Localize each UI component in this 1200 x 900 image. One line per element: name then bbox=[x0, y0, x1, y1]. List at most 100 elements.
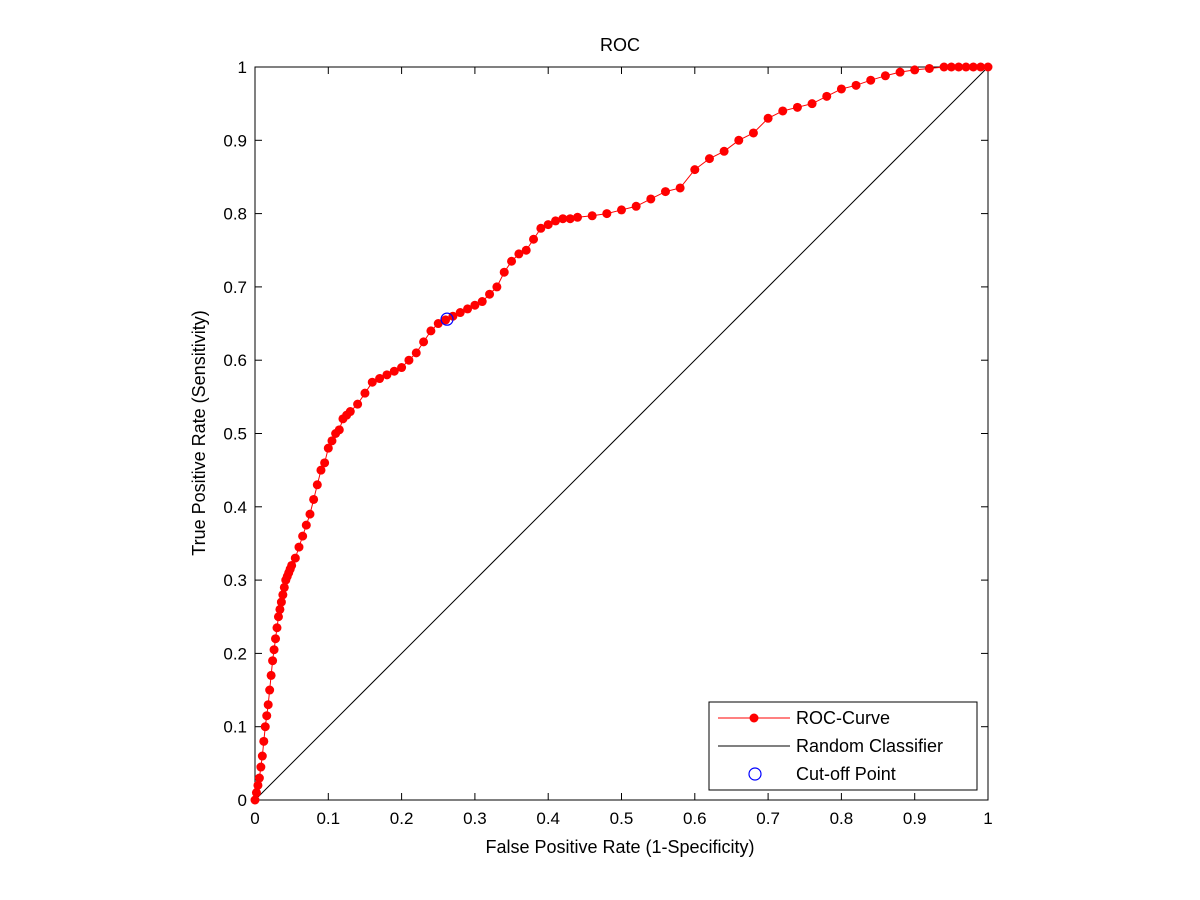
roc-curve-point bbox=[463, 304, 473, 314]
roc-curve-point bbox=[257, 751, 267, 761]
roc-curve-point bbox=[353, 399, 363, 409]
chart-title: ROC bbox=[600, 35, 640, 55]
roc-curve-point bbox=[514, 249, 524, 259]
legend-label-random-classifier: Random Classifier bbox=[796, 736, 943, 756]
roc-curve-point bbox=[551, 216, 561, 226]
roc-curve-point bbox=[719, 146, 729, 156]
roc-curve-point bbox=[272, 623, 282, 633]
x-tick-label: 1 bbox=[983, 809, 992, 828]
roc-curve-point bbox=[262, 711, 272, 721]
roc-curve-point bbox=[924, 63, 934, 73]
y-tick-label: 0.3 bbox=[223, 571, 247, 590]
roc-curve-point bbox=[389, 366, 399, 376]
y-tick-label: 0.1 bbox=[223, 718, 247, 737]
roc-curve-point bbox=[259, 736, 269, 746]
roc-curve-point bbox=[492, 282, 502, 292]
roc-curve-point bbox=[477, 297, 487, 307]
legend-cutoff-swatch bbox=[748, 767, 762, 781]
roc-curve-point bbox=[250, 795, 260, 805]
series-layer bbox=[250, 62, 993, 805]
roc-curve-point bbox=[375, 374, 385, 384]
y-tick-label: 0.4 bbox=[223, 498, 247, 517]
roc-curve-point bbox=[646, 194, 656, 204]
random-classifier-line bbox=[254, 66, 989, 801]
y-tick-label: 0.8 bbox=[223, 205, 247, 224]
roc-curve-point bbox=[269, 645, 279, 655]
x-axis: 0 0.1 0.2 0.3 0.4 0.5 0.6 0.7 0.8 0.9 1 bbox=[250, 67, 993, 828]
y-tick-label: 0.2 bbox=[223, 644, 247, 663]
roc-curve-point bbox=[565, 214, 575, 224]
legend: ROC-Curve Random Classifier Cut-off Poin… bbox=[708, 701, 978, 791]
roc-curve-point bbox=[822, 91, 832, 101]
x-tick-label: 0.3 bbox=[463, 809, 487, 828]
roc-curve-point bbox=[265, 685, 275, 695]
roc-curve-point bbox=[327, 436, 337, 446]
x-tick-label: 0.5 bbox=[610, 809, 634, 828]
x-tick-label: 0.6 bbox=[683, 809, 707, 828]
roc-curve-point bbox=[470, 300, 480, 310]
roc-curve-point bbox=[587, 211, 597, 221]
roc-curve-point bbox=[617, 205, 626, 215]
x-tick-label: 0.8 bbox=[830, 809, 854, 828]
y-axis-label: True Positive Rate (Sensitivity) bbox=[189, 310, 209, 555]
x-tick-label: 0.2 bbox=[390, 809, 414, 828]
roc-curve-point bbox=[880, 71, 890, 81]
roc-curve-point bbox=[807, 99, 817, 109]
roc-curve-point bbox=[485, 289, 495, 299]
roc-curve-point bbox=[441, 315, 451, 325]
roc-curve-point bbox=[851, 80, 861, 90]
y-axis: 0 0.1 0.2 0.3 0.4 0.5 0.6 0.7 0.8 0.9 1 bbox=[223, 58, 988, 810]
roc-curve-point bbox=[836, 84, 846, 94]
roc-curve-point bbox=[675, 183, 685, 193]
x-tick-label: 0.1 bbox=[316, 809, 340, 828]
roc-curve-point bbox=[631, 201, 641, 211]
roc-curve-point bbox=[499, 267, 509, 277]
roc-curve-point bbox=[734, 135, 744, 145]
roc-curve-point bbox=[312, 480, 322, 490]
roc-curve-point bbox=[263, 700, 273, 710]
legend-roc-swatch-marker bbox=[749, 713, 759, 723]
roc-curve-point bbox=[690, 165, 700, 175]
roc-curve-point bbox=[279, 582, 289, 592]
roc-curve-point bbox=[298, 531, 308, 541]
roc-curve-point bbox=[360, 388, 370, 398]
roc-curve-point bbox=[260, 722, 270, 732]
roc-curve-point bbox=[536, 223, 546, 233]
roc-curve-point bbox=[290, 553, 300, 563]
roc-curve-point bbox=[763, 113, 773, 123]
x-tick-label: 0.7 bbox=[756, 809, 780, 828]
x-tick-label: 0.4 bbox=[536, 809, 560, 828]
x-tick-label: 0.9 bbox=[903, 809, 927, 828]
y-tick-label: 0.9 bbox=[223, 131, 247, 150]
legend-label-roc-curve: ROC-Curve bbox=[796, 708, 890, 728]
roc-curve-point bbox=[792, 102, 802, 112]
roc-curve-point bbox=[278, 590, 288, 600]
roc-curve-point bbox=[433, 319, 443, 329]
roc-curve-point bbox=[294, 542, 304, 552]
roc-curve-point bbox=[968, 62, 978, 72]
roc-curve-point bbox=[529, 234, 539, 244]
roc-curve-point bbox=[419, 337, 429, 347]
roc-curve-point bbox=[507, 256, 517, 266]
roc-curve-point bbox=[367, 377, 377, 387]
roc-curve-point bbox=[521, 245, 531, 255]
roc-curve-point bbox=[345, 407, 355, 417]
x-tick-label: 0 bbox=[250, 809, 259, 828]
roc-curve-point bbox=[660, 187, 670, 197]
roc-curve-point bbox=[309, 494, 319, 504]
roc-curve-point bbox=[305, 509, 315, 519]
roc-curve-point bbox=[271, 634, 281, 644]
roc-curve-point bbox=[251, 788, 261, 798]
cutoff-point-marker bbox=[440, 312, 454, 326]
roc-curve-point bbox=[543, 220, 553, 230]
roc-curve-point bbox=[866, 75, 876, 85]
roc-curve-point bbox=[273, 612, 283, 622]
x-axis-label: False Positive Rate (1-Specificity) bbox=[485, 837, 754, 857]
roc-curve-point bbox=[939, 62, 949, 72]
roc-curve-point bbox=[276, 597, 286, 607]
y-tick-label: 0 bbox=[238, 791, 247, 810]
y-tick-label: 0.7 bbox=[223, 278, 247, 297]
roc-curve-point bbox=[954, 62, 964, 72]
roc-curve-point bbox=[253, 780, 263, 790]
roc-curve-point bbox=[411, 348, 421, 358]
